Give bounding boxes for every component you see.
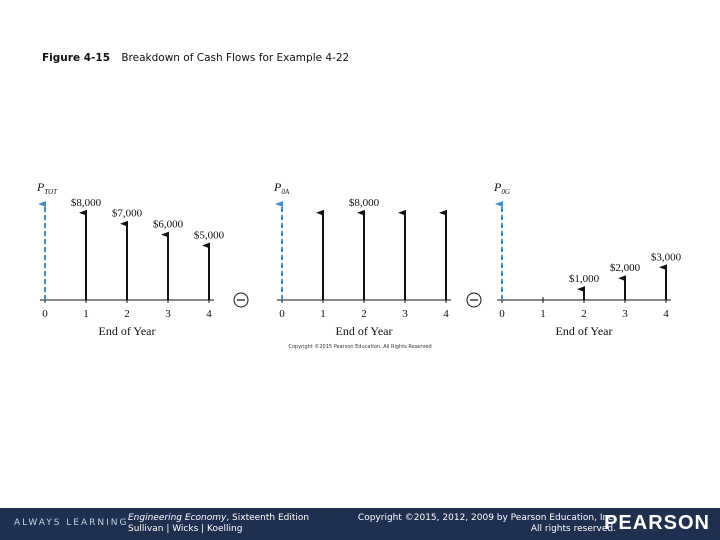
footer-bar: ALWAYS LEARNING Engineering Economy, Six… [0,508,720,540]
axis-label: End of Year [556,324,613,338]
tick-label: 3 [402,308,408,320]
present-worth-label: P0A [273,180,290,196]
footer-copyright: Copyright ©2015, 2012, 2009 by Pearson E… [358,513,616,535]
book-title: Engineering Economy [128,513,227,523]
present-worth-label: P0G [493,180,510,196]
cash-flow-label: $8,000 [349,197,380,209]
tick-label: 1 [540,308,546,320]
cash-flow-label: $7,000 [112,208,143,220]
tick-label: 4 [206,308,212,320]
cash-flow-label: $3,000 [651,251,682,263]
axis-label: End of Year [99,324,156,338]
tick-label: 0 [279,308,285,320]
cash-flow-label: $1,000 [569,273,600,285]
figure-number: Figure 4-15 [42,52,110,64]
tick-label: 0 [499,308,505,320]
cash-flow-label: $6,000 [153,219,184,231]
book-edition: , Sixteenth Edition [226,513,310,523]
footer-book-info: Engineering Economy, Sixteenth Edition S… [128,513,309,535]
copyright-line-1: Copyright ©2015, 2012, 2009 by Pearson E… [357,513,616,523]
tick-label: 3 [165,308,171,320]
book-authors: Sullivan | Wicks | Koelling [128,524,243,534]
tick-label: 3 [622,308,628,320]
axis-label: End of Year [336,324,393,338]
tick-label: 2 [361,308,367,320]
tick-label: 1 [83,308,89,320]
cash-flow-label: $5,000 [194,230,225,242]
tick-label: 2 [124,308,130,320]
figure-title: Figure 4-15 Breakdown of Cash Flows for … [42,52,349,64]
copyright-line-2: All rights reserved. [530,524,616,534]
footer-tagline: ALWAYS LEARNING [14,518,129,528]
figure-caption: Breakdown of Cash Flows for Example 4-22 [121,52,350,64]
tick-label: 2 [581,308,587,320]
cash-flow-label: $8,000 [71,197,102,209]
figure-copyright: Copyright ©2015 Pearson Education, All R… [288,343,431,350]
tick-label: 1 [320,308,326,320]
tick-label: 4 [663,308,669,320]
cash-flow-diagram: 0 1 2 3 4 End of Year PTOT $8,000 $7,000 $6,000 $5… [36,180,682,350]
tick-label: 0 [42,308,48,320]
cash-flow-label: $2,000 [610,262,641,274]
present-worth-label: PTOT [36,180,58,196]
pearson-logo: PEARSON [604,512,710,534]
tick-label: 4 [443,308,449,320]
